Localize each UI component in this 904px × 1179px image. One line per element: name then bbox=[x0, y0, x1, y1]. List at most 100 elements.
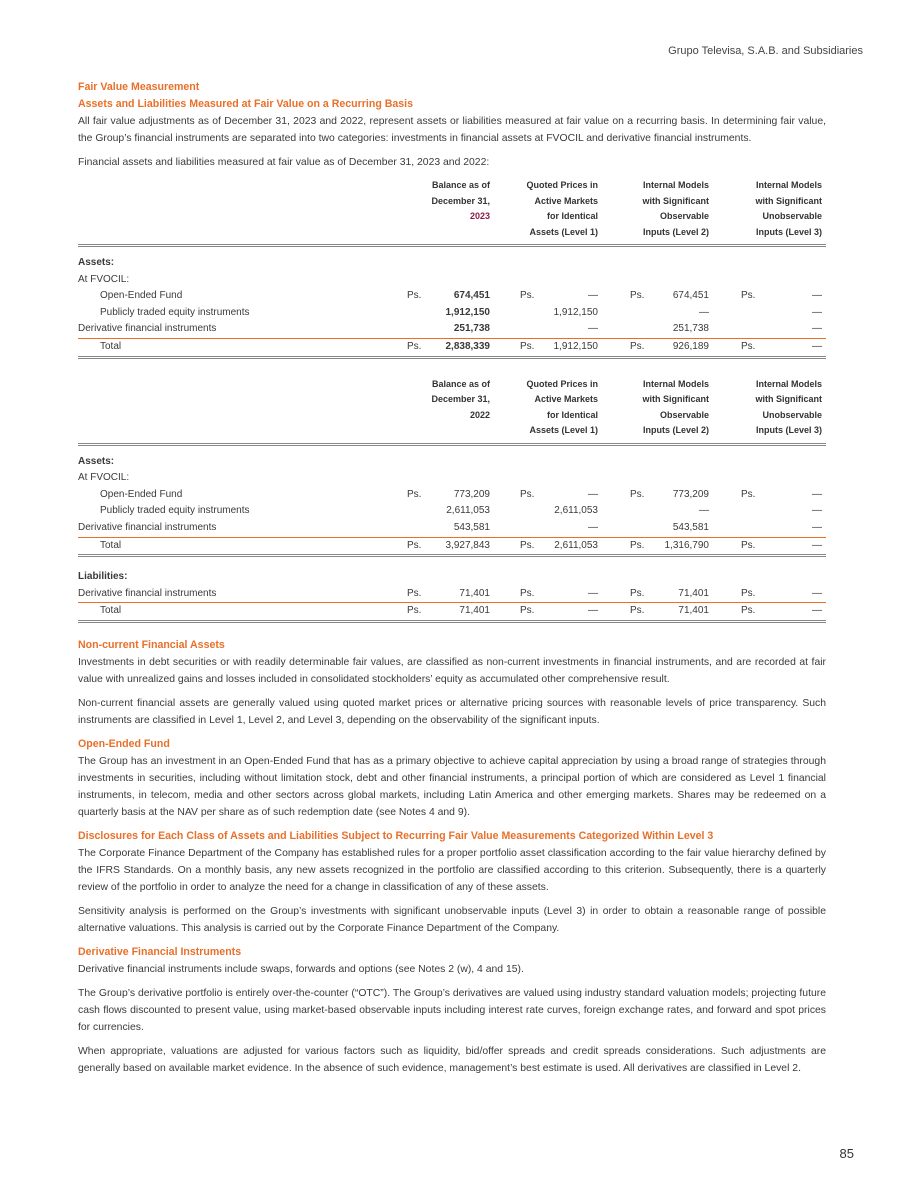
col-header: Assets (Level 1) bbox=[529, 425, 598, 436]
value-cell: 1,912,150 bbox=[445, 306, 491, 318]
col-header: with Significant bbox=[755, 394, 823, 405]
col-header: Balance as of bbox=[431, 180, 490, 190]
value-cell: 2,838,339 bbox=[445, 340, 491, 352]
currency-label: Ps. bbox=[630, 539, 645, 551]
paragraph: Investments in debt securities or with r… bbox=[78, 656, 826, 685]
currency-label: Ps. bbox=[520, 488, 535, 500]
row-label: Derivative financial instruments bbox=[78, 587, 217, 599]
note-section: Non-current Financial Assets Investments … bbox=[78, 637, 826, 729]
section-title: Derivative Financial Instruments bbox=[78, 945, 242, 958]
table-row: Total Ps. 2,838,339 Ps. 1,912,150 Ps. 926,189 P… bbox=[78, 339, 826, 359]
currency-label: Ps. bbox=[630, 587, 645, 599]
row-label: Assets: bbox=[78, 455, 115, 467]
row-label: Derivative financial instruments bbox=[78, 323, 217, 335]
col-header: Assets (Level 1) bbox=[529, 226, 598, 237]
section-title: Non-current Financial Assets bbox=[78, 638, 225, 651]
value-cell: — bbox=[812, 323, 822, 335]
value-cell: 1,912,150 bbox=[553, 340, 599, 352]
value-cell: — bbox=[588, 605, 598, 617]
table-row: At FVOCIL: bbox=[78, 272, 826, 289]
col-header: Quoted Prices in bbox=[526, 378, 598, 389]
col-header: with Significant bbox=[755, 195, 823, 206]
row-label: Open-Ended Fund bbox=[100, 488, 183, 500]
col-header: for Identical bbox=[546, 211, 598, 221]
col-header: December 31, bbox=[431, 394, 490, 405]
value-cell: 773,209 bbox=[453, 488, 490, 500]
paragraph: The Corporate Finance Department of the … bbox=[78, 847, 826, 893]
col-header: Unobservable bbox=[762, 211, 822, 221]
value-cell: — bbox=[588, 488, 598, 500]
fair-value-table-2022: Balance as of December 31, 2022 Quoted Pri… bbox=[78, 377, 826, 623]
value-cell: — bbox=[812, 505, 822, 517]
row-label: Total bbox=[100, 539, 122, 551]
currency-label: Ps. bbox=[407, 539, 422, 551]
value-cell: 543,581 bbox=[453, 521, 490, 533]
value-cell: — bbox=[699, 505, 709, 517]
table-row: Derivative financial instruments Ps. 71,40… bbox=[78, 586, 826, 604]
value-cell: 3,927,843 bbox=[445, 539, 491, 551]
value-cell: — bbox=[588, 323, 598, 335]
table-row: Assets: bbox=[78, 255, 826, 272]
currency-label: Ps. bbox=[407, 340, 422, 352]
col-header: Observable bbox=[659, 409, 709, 420]
row-label: Total bbox=[100, 605, 122, 617]
col-header: with Significant bbox=[642, 195, 710, 206]
paragraph: All fair value adjustments as of Decembe… bbox=[78, 116, 826, 144]
currency-label: Ps. bbox=[741, 290, 756, 302]
table-row: Derivative financial instruments 543,581 —… bbox=[78, 520, 826, 538]
col-header: December 31, bbox=[431, 195, 490, 206]
table-row: Total Ps. 71,401 Ps. — Ps. 71,401 Ps. — bbox=[78, 603, 826, 623]
note-section: Disclosures for Each Class of Assets and… bbox=[78, 828, 826, 937]
value-cell: 251,738 bbox=[453, 323, 490, 335]
value-cell: 1,316,790 bbox=[664, 539, 710, 551]
value-cell: — bbox=[699, 306, 709, 318]
value-cell: — bbox=[812, 587, 822, 599]
col-header: Balance as of bbox=[431, 378, 490, 389]
value-cell: — bbox=[812, 521, 822, 533]
value-cell: — bbox=[588, 587, 598, 599]
row-label: At FVOCIL: bbox=[78, 273, 130, 285]
col-header: Active Markets bbox=[534, 195, 598, 206]
row-label: Open-Ended Fund bbox=[100, 290, 183, 302]
row-label: Publicly traded equity instruments bbox=[100, 306, 250, 318]
value-cell: — bbox=[812, 290, 822, 302]
value-cell: 2,611,053 bbox=[554, 539, 598, 551]
col-header-year: 2022 bbox=[469, 409, 490, 420]
currency-label: Ps. bbox=[520, 605, 535, 617]
col-header: Inputs (Level 2) bbox=[642, 226, 709, 237]
col-header: for Identical bbox=[546, 409, 598, 420]
row-label: At FVOCIL: bbox=[78, 472, 130, 484]
value-cell: — bbox=[812, 488, 822, 500]
paragraph: Financial assets and liabilities measure… bbox=[78, 157, 490, 168]
col-header: Observable bbox=[659, 211, 709, 221]
currency-label: Ps. bbox=[630, 290, 645, 302]
content: Fair Value Measurement Assets and Liabil… bbox=[78, 79, 826, 1084]
value-cell: 674,451 bbox=[453, 290, 490, 302]
section-title: Fair Value Measurement bbox=[78, 81, 200, 93]
row-label: Publicly traded equity instruments bbox=[100, 505, 250, 517]
paragraph: Derivative financial instruments include… bbox=[78, 963, 524, 975]
value-cell: — bbox=[588, 521, 598, 533]
value-cell: — bbox=[812, 605, 822, 617]
currency-label: Ps. bbox=[520, 539, 535, 551]
value-cell: 71,401 bbox=[678, 587, 709, 599]
currency-label: Ps. bbox=[407, 587, 422, 599]
col-header: Inputs (Level 3) bbox=[755, 226, 822, 237]
fair-value-table-2023: Balance as of December 31, 2023 Quoted Pri… bbox=[78, 178, 826, 359]
col-header: Internal Models bbox=[755, 378, 822, 389]
table-row: Total Ps. 3,927,843 Ps. 2,611,053 Ps. 1,316,79… bbox=[78, 538, 826, 558]
section-subtitle: Assets and Liabilities Measured at Fair … bbox=[78, 98, 413, 110]
note-section: Derivative Financial Instruments Derivati… bbox=[78, 944, 826, 1077]
value-cell: 71,401 bbox=[678, 605, 709, 617]
value-cell: 251,738 bbox=[672, 323, 709, 335]
page-number: 85 bbox=[839, 1146, 854, 1161]
currency-label: Ps. bbox=[407, 488, 422, 500]
table-row: Liabilities: bbox=[78, 569, 826, 586]
paragraph: The Group’s derivative portfolio is enti… bbox=[78, 987, 826, 1033]
currency-label: Ps. bbox=[630, 605, 645, 617]
col-header: with Significant bbox=[642, 394, 710, 405]
value-cell: 71,401 bbox=[459, 605, 490, 617]
table-row: Assets: bbox=[78, 454, 826, 471]
value-cell: 1,912,150 bbox=[553, 306, 599, 318]
